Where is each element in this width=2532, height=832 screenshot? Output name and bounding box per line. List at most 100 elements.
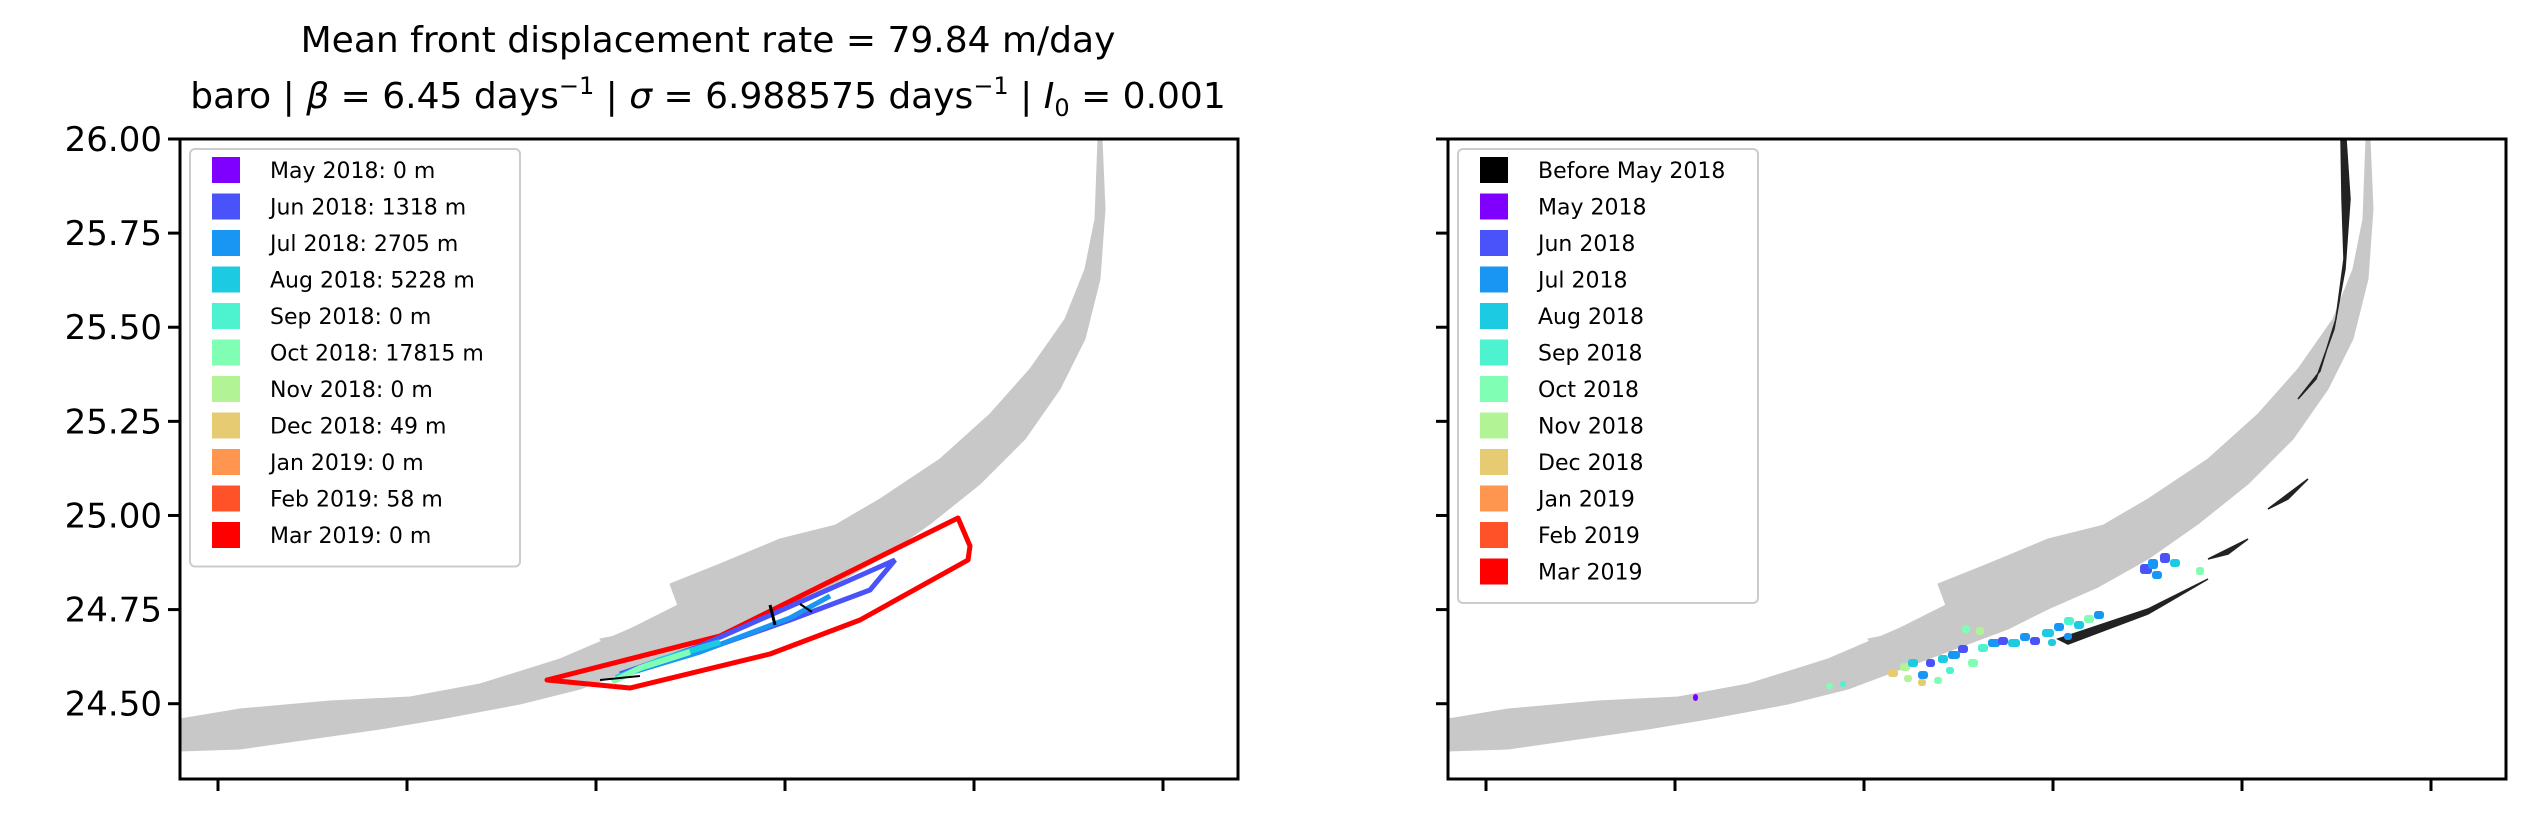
land-mask-left	[179, 138, 1106, 752]
burn-point	[1978, 644, 1988, 652]
chart-title-line1: Mean front displacement rate = 79.84 m/d…	[301, 20, 1116, 61]
front-before-mark-3	[599, 675, 641, 681]
legend-box	[1457, 148, 1759, 604]
y-tick-label: 26.00	[65, 120, 162, 160]
front-polygons	[544, 515, 973, 691]
legend-swatch	[1480, 193, 1508, 220]
legend-left: May 2018: 0 m Jun 2018: 1318 m Jul 2018: 2…	[189, 148, 521, 568]
legend-label: Oct 2018: 17815 m	[270, 342, 484, 367]
pre-may-burn-3	[2267, 478, 2309, 510]
legend-swatch	[1480, 266, 1508, 293]
burn-point	[1908, 659, 1918, 667]
legend-swatch	[1480, 485, 1508, 512]
legend-right: Before May 2018 May 2018 Jun 2018 Jul 2018 A…	[1457, 148, 1759, 604]
burn-point	[2196, 567, 2204, 575]
legend-label: Jan 2019: 0 m	[268, 451, 424, 476]
legend-swatch	[212, 157, 240, 183]
left-panel: 24.50 24.75 25.00 25.25 25.50 25.75 26.00 May …	[65, 120, 1240, 791]
pre-may-burn-1	[2056, 578, 2209, 645]
legend-swatch	[212, 230, 240, 256]
legend-label: May 2018: 0 m	[270, 159, 435, 184]
right-panel: Before May 2018 May 2018 Jun 2018 Jul 2018 A…	[1436, 137, 2508, 791]
legend-label: Jun 2018	[1536, 232, 1635, 257]
burn-point	[2170, 559, 2180, 567]
legend-label: Jan 2019	[1536, 488, 1635, 513]
burn-point	[2160, 553, 2170, 563]
chart-title-line2: baro | β = 6.45 days−1 | σ = 6.988575 da…	[190, 72, 1226, 122]
pre-may-burn-0	[2297, 138, 2351, 400]
legend-swatch	[212, 449, 240, 475]
legend-box	[189, 148, 521, 568]
burn-point	[2054, 623, 2064, 631]
y-tick-label: 25.25	[65, 402, 162, 442]
legend-label: Dec 2018: 49 m	[270, 415, 446, 440]
legend-swatch	[212, 412, 240, 439]
legend-label: Oct 2018	[1538, 378, 1639, 403]
y-axis-right	[1436, 137, 1448, 706]
legend-swatch	[1480, 303, 1508, 329]
legend-label: Aug 2018	[1538, 305, 1644, 330]
burn-point	[1946, 667, 1954, 674]
land-mask-right	[1447, 138, 2374, 752]
burn-point	[2042, 629, 2054, 637]
burn-point	[1988, 639, 2000, 647]
burn-point	[2084, 615, 2094, 623]
x-axis-right	[1484, 779, 2433, 791]
burn-point	[1826, 683, 1833, 689]
burn-point	[1888, 669, 1898, 677]
fire-points	[1693, 553, 2204, 701]
land-shape-2	[599, 628, 682, 655]
burn-point	[1900, 663, 1910, 671]
plot-frame-left	[178, 137, 1240, 781]
legend-label: Mar 2019	[1538, 561, 1643, 586]
burn-point	[1948, 651, 1960, 659]
front-before-mark-1	[768, 604, 777, 626]
burn-point	[2148, 559, 2158, 569]
legend-label: Before May 2018	[1538, 159, 1725, 184]
front-before-mark-2	[799, 603, 813, 613]
legend-label: Mar 2019: 0 m	[270, 524, 431, 549]
burn-point	[1976, 627, 1984, 635]
legend-label: Aug 2018: 5228 m	[270, 269, 475, 294]
burn-point	[2008, 639, 2020, 647]
burn-point	[1693, 694, 1698, 701]
legend-label: Jul 2018	[1536, 269, 1628, 294]
legend-swatch	[212, 522, 240, 548]
burn-point	[2030, 637, 2040, 645]
burn-point	[2064, 633, 2072, 640]
burn-point	[1968, 659, 1978, 667]
burn-point	[1918, 671, 1928, 679]
legend-swatch	[212, 303, 240, 329]
legend-swatch	[212, 266, 240, 293]
burn-point	[1938, 655, 1948, 663]
burn-point	[2064, 617, 2074, 625]
legend-swatch	[212, 485, 240, 512]
plot-frame-right	[1446, 137, 2508, 781]
land-shape-1	[1937, 523, 2149, 612]
burn-point	[1962, 625, 1970, 633]
legend-swatch	[1480, 522, 1508, 548]
legend-label: Jun 2018: 1318 m	[268, 196, 466, 221]
y-axis-left: 24.50 24.75 25.00 25.25 25.50 25.75 26.00	[65, 120, 180, 725]
y-tick-label: 25.00	[65, 496, 162, 536]
legend-swatch	[212, 339, 240, 366]
burn-point	[1840, 681, 1846, 687]
legend-label: Feb 2019	[1538, 524, 1640, 549]
burn-point	[1958, 645, 1968, 653]
land-shape-0	[179, 138, 1106, 752]
x-axis-left	[216, 779, 1165, 791]
legend-swatch	[1480, 339, 1508, 366]
legend-swatch	[212, 376, 240, 402]
y-tick-label: 25.50	[65, 308, 162, 348]
burn-point	[1934, 677, 1942, 684]
burn-point	[2094, 611, 2104, 619]
burn-point	[1998, 637, 2008, 645]
legend-label: Dec 2018	[1538, 451, 1644, 476]
legend-swatch	[1480, 449, 1508, 475]
legend-swatch	[1480, 230, 1508, 256]
burn-point	[1918, 679, 1926, 686]
legend-label: Nov 2018: 0 m	[270, 378, 433, 403]
y-tick-label: 25.75	[65, 214, 162, 254]
legend-swatch	[212, 193, 240, 220]
